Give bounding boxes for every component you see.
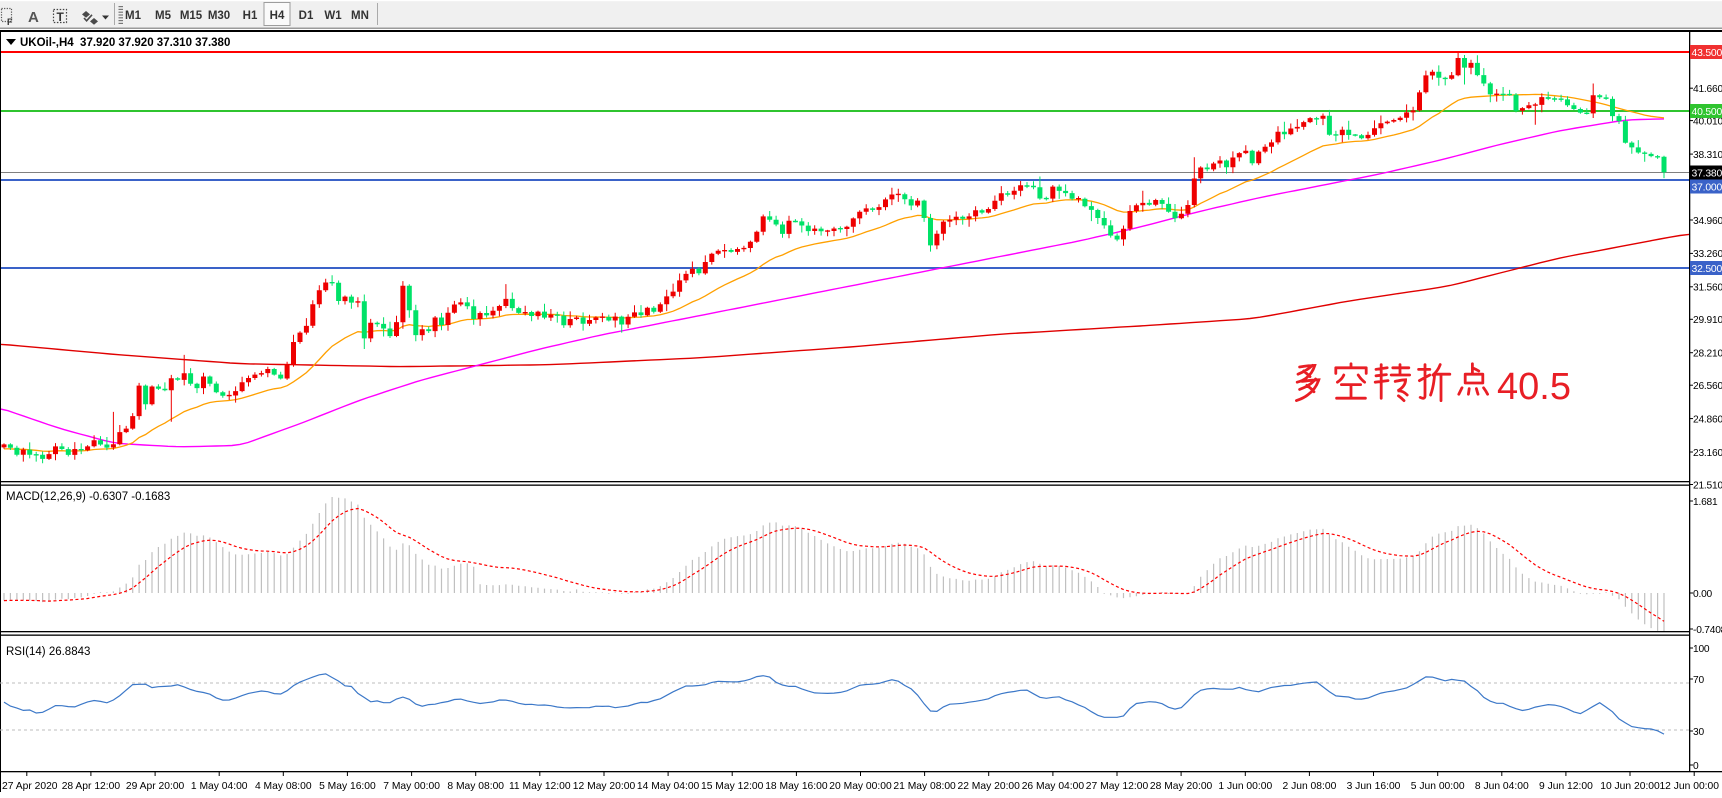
svg-text:28.210: 28.210 xyxy=(1693,349,1722,360)
svg-text:24.860: 24.860 xyxy=(1693,414,1722,425)
svg-text:10 Jun 20:00: 10 Jun 20:00 xyxy=(1600,781,1660,792)
svg-text:30: 30 xyxy=(1693,727,1704,738)
svg-text:100: 100 xyxy=(1693,644,1710,655)
svg-text:28 Apr 12:00: 28 Apr 12:00 xyxy=(62,781,121,792)
svg-text:M1: M1 xyxy=(125,10,142,22)
svg-text:1 Jun 00:00: 1 Jun 00:00 xyxy=(1218,781,1272,792)
svg-text:5 May 16:00: 5 May 16:00 xyxy=(319,781,376,792)
svg-text:43.500: 43.500 xyxy=(1692,48,1722,59)
svg-text:MACD(12,26,9) -0.6307 -0.1683: MACD(12,26,9) -0.6307 -0.1683 xyxy=(6,491,170,503)
svg-text:3 Jun 16:00: 3 Jun 16:00 xyxy=(1347,781,1401,792)
svg-text:22 May 20:00: 22 May 20:00 xyxy=(957,781,1020,792)
svg-text:W1: W1 xyxy=(324,10,342,22)
svg-text:40.010: 40.010 xyxy=(1693,116,1722,127)
svg-text:F: F xyxy=(7,17,13,27)
svg-text:9 Jun 12:00: 9 Jun 12:00 xyxy=(1539,781,1593,792)
svg-text:-0.7408: -0.7408 xyxy=(1693,625,1722,636)
svg-text:15 May 12:00: 15 May 12:00 xyxy=(701,781,764,792)
svg-text:38.310: 38.310 xyxy=(1693,150,1722,161)
svg-text:32.500: 32.500 xyxy=(1692,264,1722,275)
svg-text:26 May 04:00: 26 May 04:00 xyxy=(1022,781,1085,792)
svg-text:33.260: 33.260 xyxy=(1693,249,1722,260)
svg-text:1.681: 1.681 xyxy=(1693,497,1718,508)
svg-text:T: T xyxy=(57,10,65,24)
svg-text:37.380: 37.380 xyxy=(1692,169,1722,180)
svg-text:31.560: 31.560 xyxy=(1693,283,1722,294)
svg-text:8 May 08:00: 8 May 08:00 xyxy=(447,781,504,792)
svg-text:7 May 00:00: 7 May 00:00 xyxy=(383,781,440,792)
svg-text:M5: M5 xyxy=(155,10,172,22)
svg-text:29.910: 29.910 xyxy=(1693,315,1722,326)
svg-text:2 Jun 08:00: 2 Jun 08:00 xyxy=(1282,781,1336,792)
svg-text:H4: H4 xyxy=(270,10,285,22)
svg-text:0: 0 xyxy=(1693,761,1699,772)
svg-text:12 May 20:00: 12 May 20:00 xyxy=(573,781,636,792)
svg-text:M30: M30 xyxy=(208,10,230,22)
svg-text:40.5: 40.5 xyxy=(1497,366,1571,408)
svg-text:H1: H1 xyxy=(243,10,258,22)
svg-text:RSI(14) 26.8843: RSI(14) 26.8843 xyxy=(6,646,90,658)
svg-text:A: A xyxy=(28,9,39,26)
svg-text:27 Apr 2020: 27 Apr 2020 xyxy=(2,781,58,792)
svg-text:1 May 04:00: 1 May 04:00 xyxy=(191,781,248,792)
svg-text:12 Jun 00:00: 12 Jun 00:00 xyxy=(1659,781,1719,792)
svg-text:5 Jun 00:00: 5 Jun 00:00 xyxy=(1411,781,1465,792)
svg-text:8 Jun 04:00: 8 Jun 04:00 xyxy=(1475,781,1529,792)
svg-text:MN: MN xyxy=(351,10,369,22)
svg-text:4 May 08:00: 4 May 08:00 xyxy=(255,781,312,792)
svg-text:26.560: 26.560 xyxy=(1693,381,1722,392)
svg-text:34.960: 34.960 xyxy=(1693,216,1722,227)
svg-text:11 May 12:00: 11 May 12:00 xyxy=(509,781,571,792)
svg-text:70: 70 xyxy=(1693,675,1704,686)
svg-text:21 May 08:00: 21 May 08:00 xyxy=(893,781,956,792)
svg-text:M15: M15 xyxy=(180,10,203,22)
svg-text:0.00: 0.00 xyxy=(1693,589,1713,600)
svg-text:41.660: 41.660 xyxy=(1693,84,1722,95)
svg-text:29 Apr 20:00: 29 Apr 20:00 xyxy=(126,781,185,792)
svg-text:40.500: 40.500 xyxy=(1692,107,1722,118)
svg-text:14 May 04:00: 14 May 04:00 xyxy=(637,781,700,792)
svg-text:28 May 20:00: 28 May 20:00 xyxy=(1150,781,1213,792)
svg-text:D1: D1 xyxy=(299,10,314,22)
svg-text:20 May 00:00: 20 May 00:00 xyxy=(829,781,892,792)
svg-text:27 May 12:00: 27 May 12:00 xyxy=(1086,781,1149,792)
svg-text:23.160: 23.160 xyxy=(1693,448,1722,459)
svg-text:UKOil-,H4 37.920 37.920 37.31: UKOil-,H4 37.920 37.920 37.310 37.380 xyxy=(20,37,230,49)
svg-text:18 May 16:00: 18 May 16:00 xyxy=(765,781,828,792)
svg-text:37.000: 37.000 xyxy=(1692,183,1722,194)
svg-text:21.510: 21.510 xyxy=(1693,480,1722,491)
